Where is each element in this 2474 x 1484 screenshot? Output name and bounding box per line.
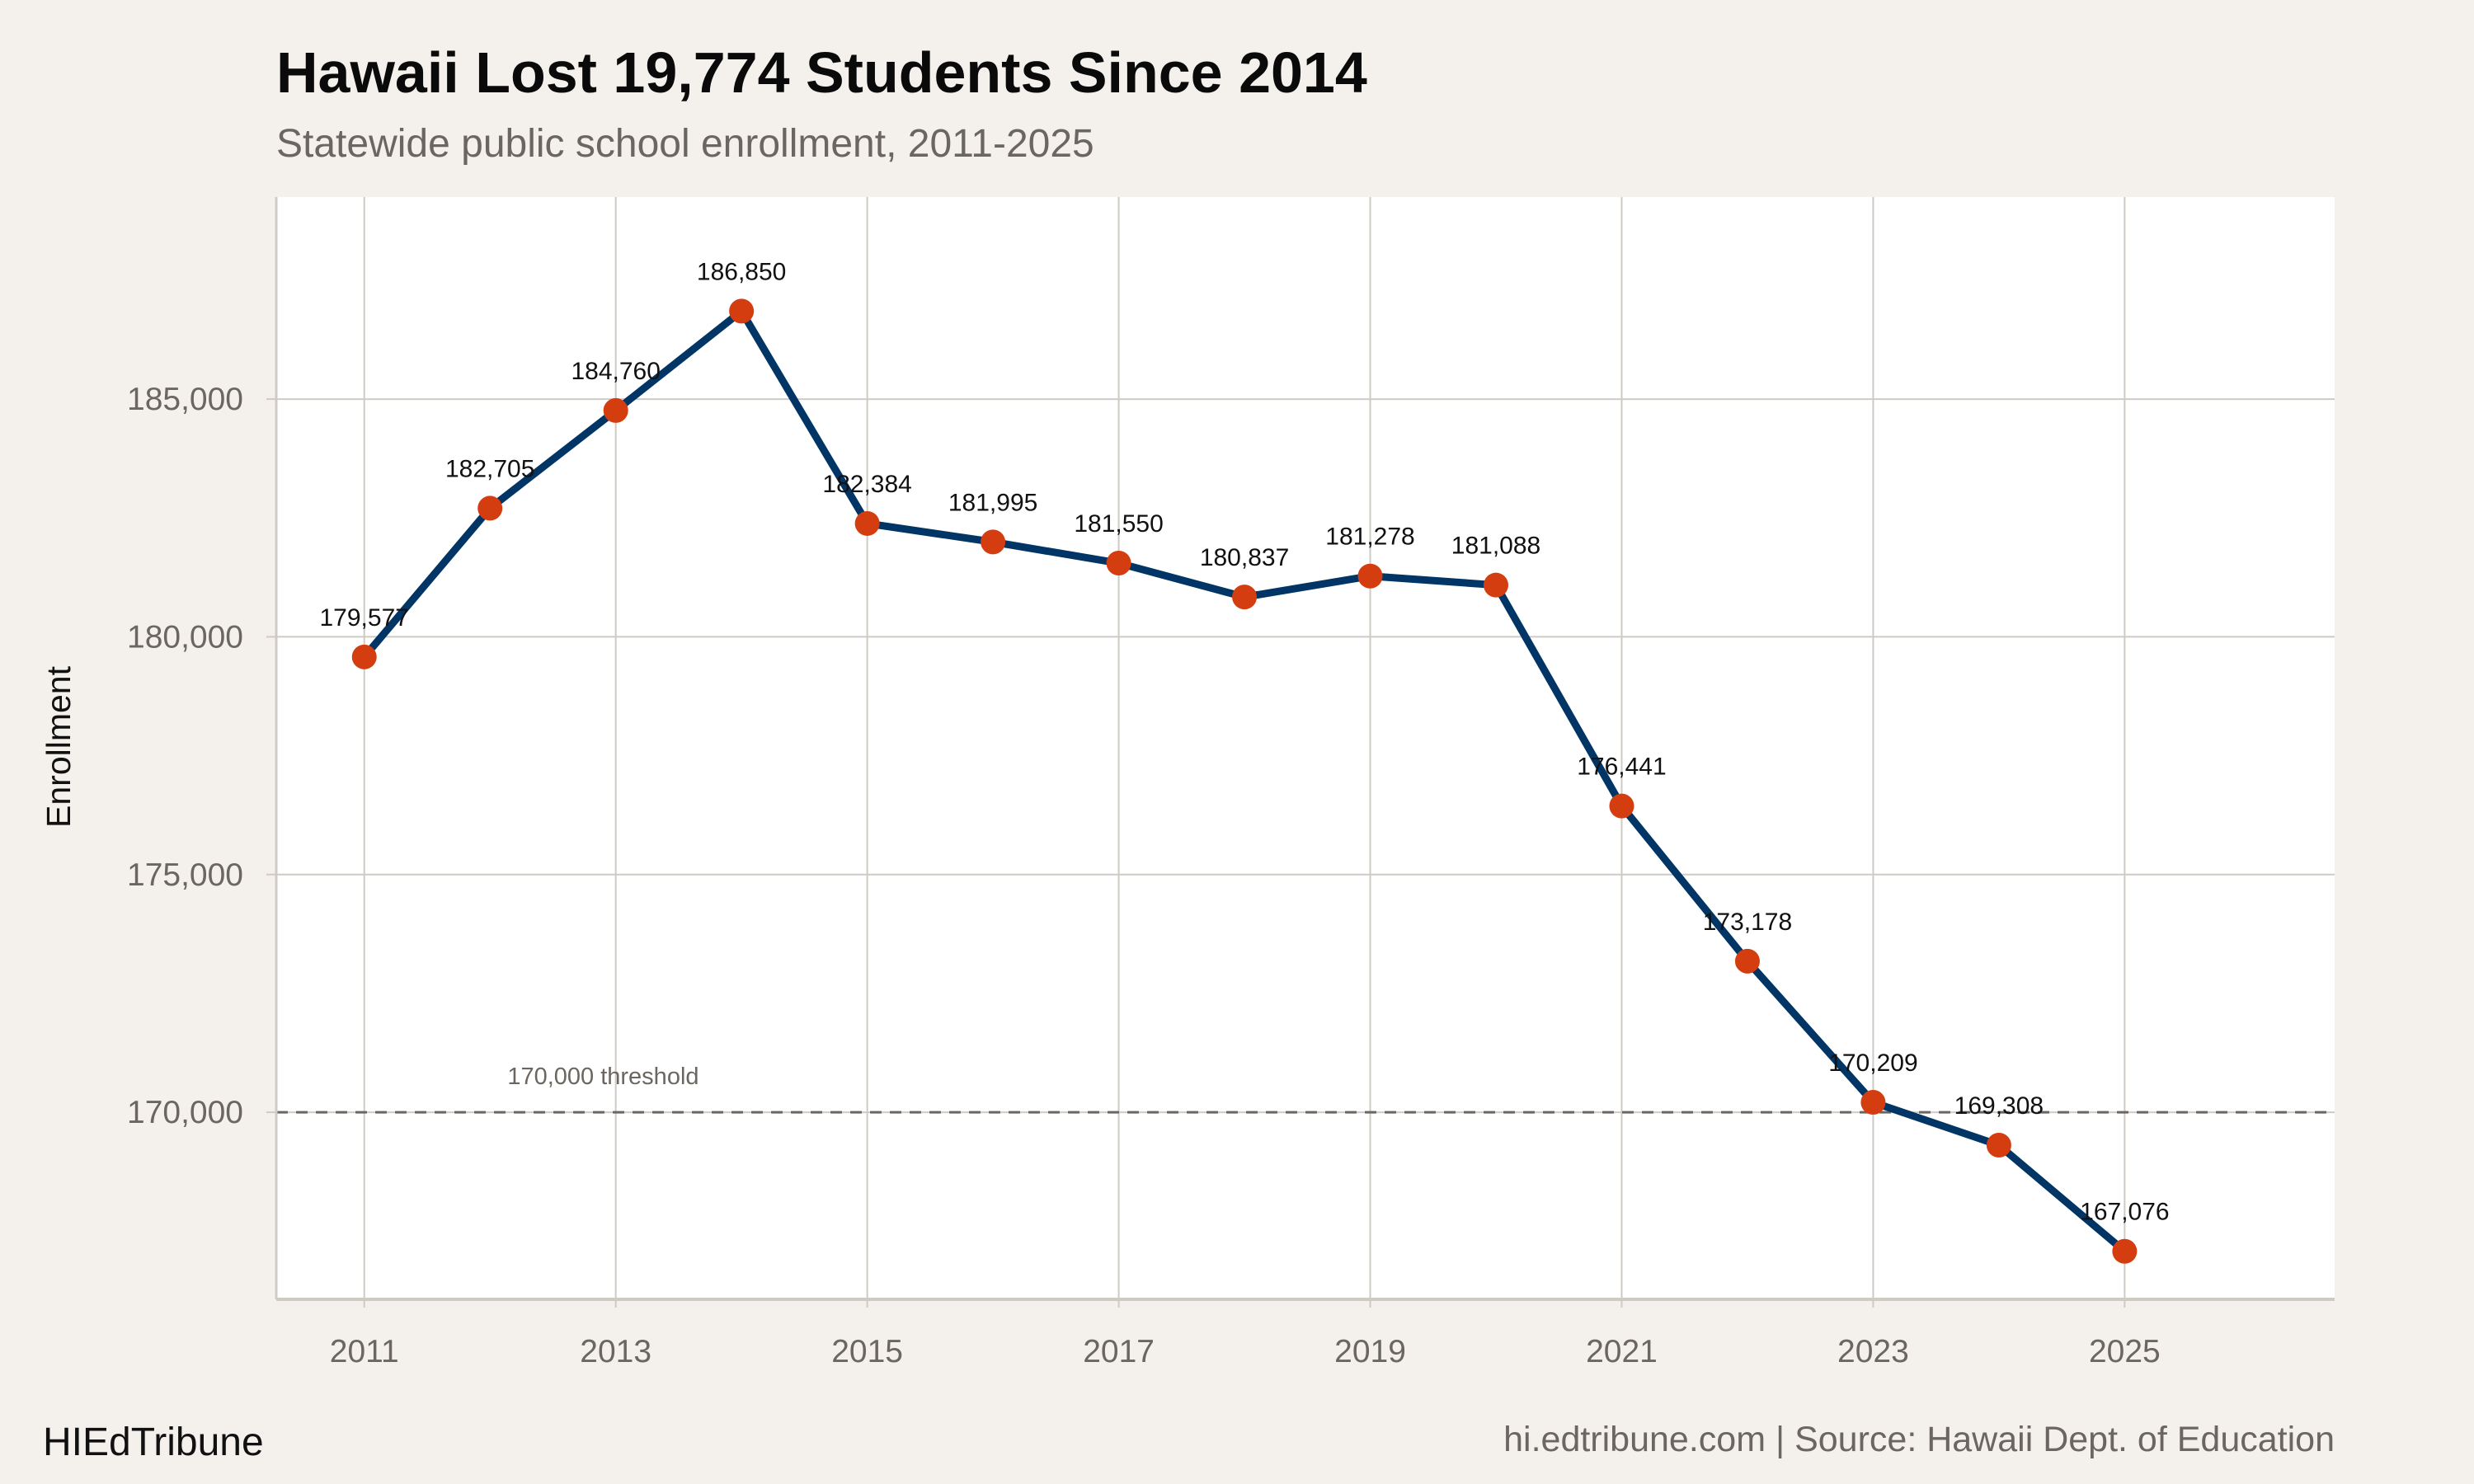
data-point	[1734, 948, 1760, 974]
data-label: 181,278	[1325, 524, 1414, 551]
x-tick-label: 2023	[1837, 1334, 1909, 1369]
data-label: 181,088	[1451, 533, 1540, 560]
brand-label: HIEdTribune	[43, 1421, 264, 1464]
threshold-label: 170,000 threshold	[507, 1064, 698, 1090]
data-points	[351, 298, 2138, 1264]
data-label: 182,705	[445, 455, 534, 482]
source-caption: hi.edtribune.com | Source: Hawaii Dept. …	[1503, 1420, 2335, 1459]
data-label: 176,441	[1577, 754, 1666, 781]
chart-title: Hawaii Lost 19,774 Students Since 2014	[276, 40, 1367, 105]
data-point	[603, 397, 628, 423]
chart-subtitle: Statewide public school enrollment, 2011…	[276, 122, 1094, 166]
x-tick-label: 2011	[330, 1334, 399, 1369]
y-tick-label: 180,000	[127, 619, 243, 655]
x-tick-label: 2021	[1586, 1334, 1658, 1369]
data-label: 167,076	[2080, 1199, 2169, 1226]
data-point	[2112, 1238, 2138, 1264]
data-point	[854, 510, 880, 536]
data-point	[729, 298, 755, 324]
data-point	[1609, 793, 1634, 819]
y-tick-label: 185,000	[127, 382, 243, 417]
data-point	[1106, 551, 1131, 576]
data-point	[1357, 563, 1383, 589]
x-tick-label: 2017	[1083, 1334, 1155, 1369]
data-label: 186,850	[697, 258, 786, 285]
data-label: 182,384	[822, 471, 911, 498]
y-tick-label: 175,000	[127, 857, 243, 893]
plot-panel	[276, 197, 2335, 1298]
axis-ticks: 2011 2013 2015 2017 2019 2021 2023 2025 170,000 1…	[127, 382, 2161, 1369]
data-point	[1986, 1133, 2011, 1158]
y-axis-label: Enrollment	[40, 665, 78, 828]
data-label: 169,308	[1954, 1092, 2044, 1120]
data-label: 180,837	[1200, 544, 1289, 571]
x-tick-label: 2025	[2089, 1334, 2161, 1369]
data-point	[981, 529, 1006, 555]
data-label: 170,209	[1828, 1050, 1917, 1077]
data-point	[1232, 585, 1258, 610]
data-labels: 179,577 182,705 184,760 186,850 182,384 181,9…	[320, 258, 2170, 1225]
data-point	[1483, 572, 1508, 598]
data-label: 181,995	[948, 489, 1037, 516]
data-label: 181,550	[1074, 510, 1163, 538]
data-point	[477, 495, 503, 521]
x-tick-label: 2013	[580, 1334, 651, 1369]
data-label: 184,760	[571, 358, 660, 385]
y-tick-label: 170,000	[127, 1095, 243, 1130]
data-point	[1860, 1090, 1886, 1115]
data-point	[351, 644, 377, 669]
data-label: 173,178	[1703, 909, 1792, 936]
x-tick-label: 2015	[831, 1334, 903, 1369]
data-label: 179,577	[320, 604, 409, 632]
x-tick-label: 2019	[1334, 1334, 1406, 1369]
